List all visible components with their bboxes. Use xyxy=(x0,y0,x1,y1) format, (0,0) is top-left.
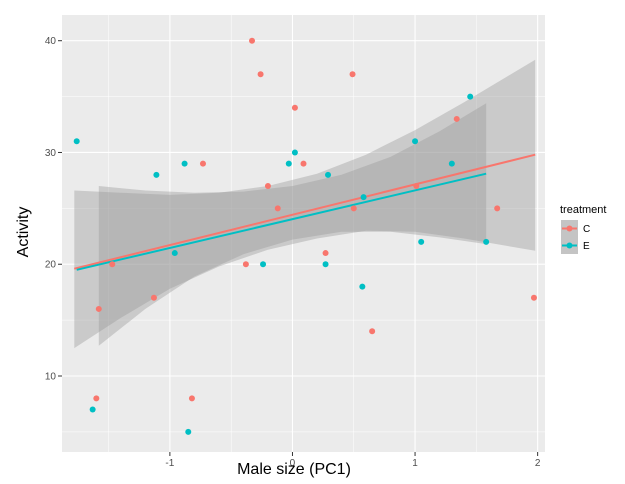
x-axis-title: Male size (PC1) xyxy=(237,461,351,478)
data-point-C xyxy=(300,160,307,167)
legend-point-E xyxy=(566,242,573,249)
x-tick-label: 1 xyxy=(412,458,418,469)
data-point-C xyxy=(369,328,376,335)
data-point-C xyxy=(494,205,501,212)
data-point-E xyxy=(185,428,192,435)
y-tick-label: 40 xyxy=(45,36,57,47)
data-point-C xyxy=(264,183,271,189)
data-point-E xyxy=(291,149,298,156)
y-axis-title: Activity xyxy=(15,207,32,258)
data-point-E xyxy=(260,261,267,268)
legend-label-E: E xyxy=(583,241,590,252)
data-point-C xyxy=(188,395,195,402)
data-point-E xyxy=(322,261,329,268)
x-tick-label: 2 xyxy=(535,458,541,469)
data-point-C xyxy=(530,294,537,301)
x-axis-ticks: -1 0 1 2 xyxy=(165,452,541,469)
data-point-E xyxy=(73,138,80,145)
data-point-E xyxy=(467,93,474,100)
data-point-E xyxy=(418,238,425,245)
y-tick-label: 20 xyxy=(45,260,57,271)
data-point-E xyxy=(360,194,367,201)
data-point-C xyxy=(453,115,460,122)
data-points xyxy=(73,37,537,435)
data-point-C xyxy=(109,261,116,268)
data-point-C xyxy=(150,294,157,301)
confidence-bands xyxy=(74,59,536,349)
legend-point-C xyxy=(566,225,573,232)
plot-panel xyxy=(62,15,545,452)
regression-lines xyxy=(74,153,536,271)
major-gridlines xyxy=(62,15,545,452)
data-point-E xyxy=(153,171,160,178)
data-point-E xyxy=(285,160,292,167)
data-point-E xyxy=(448,160,455,167)
data-point-E xyxy=(325,171,332,178)
data-point-C xyxy=(291,104,298,111)
data-point-E xyxy=(171,250,178,257)
legend-label-C: C xyxy=(583,224,590,235)
x-tick-label: 0 xyxy=(290,458,296,469)
x-tick-label: -1 xyxy=(165,458,174,469)
legend: treatment CE xyxy=(560,204,606,254)
data-point-E xyxy=(483,238,490,245)
y-tick-label: 10 xyxy=(45,372,57,383)
y-axis-ticks: 10 20 30 40 xyxy=(45,36,62,383)
data-point-C xyxy=(93,395,100,402)
confidence-band-E xyxy=(98,103,487,346)
data-point-E xyxy=(412,138,419,145)
confidence-band-C xyxy=(74,59,536,349)
data-point-C xyxy=(95,305,102,312)
data-point-C xyxy=(199,160,206,167)
legend-title: treatment xyxy=(560,204,606,216)
data-point-C xyxy=(257,71,264,78)
y-tick-label: 30 xyxy=(45,148,57,159)
data-point-E xyxy=(89,406,96,413)
data-point-C xyxy=(242,261,249,268)
data-point-C xyxy=(413,183,420,189)
data-point-C xyxy=(274,205,281,212)
data-point-C xyxy=(349,71,356,78)
regression-line-C xyxy=(74,153,536,270)
data-point-C xyxy=(350,205,357,212)
regression-line-E xyxy=(76,172,487,271)
data-point-C xyxy=(322,250,329,257)
data-point-C xyxy=(249,37,256,44)
data-point-E xyxy=(359,283,366,290)
data-point-E xyxy=(181,160,188,167)
